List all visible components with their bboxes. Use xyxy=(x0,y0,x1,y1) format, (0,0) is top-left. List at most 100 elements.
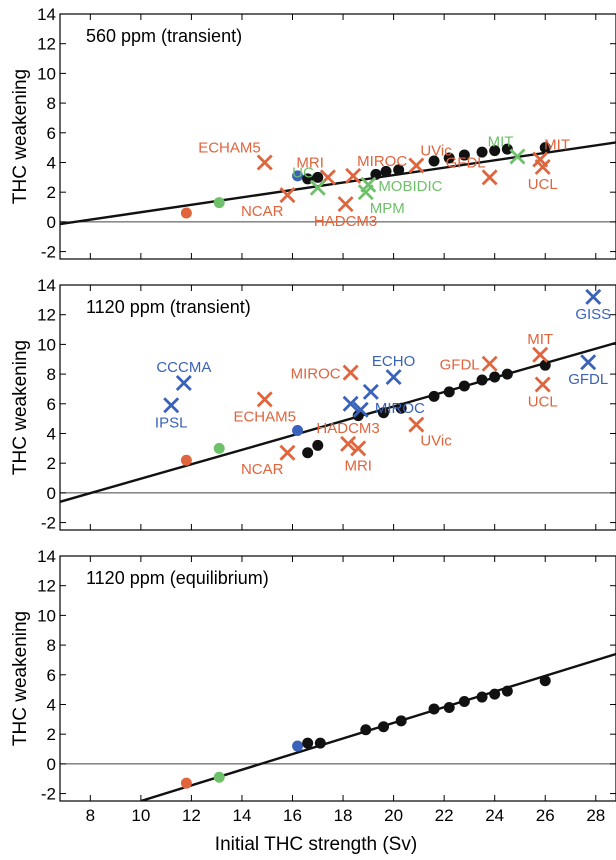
plot-frame xyxy=(59,13,616,260)
cross-marker-orange xyxy=(256,391,273,408)
model-label: HADCM3 xyxy=(314,213,377,230)
plot-area xyxy=(60,288,616,503)
model-label: MIROC xyxy=(375,400,425,417)
y-tick-label: -2 xyxy=(41,243,56,262)
data-point-black xyxy=(489,371,501,383)
y-tick-label: 14 xyxy=(37,547,56,566)
model-label: MIROC xyxy=(291,366,341,383)
y-tick-label: 8 xyxy=(47,636,56,655)
model-label: ECHAM5 xyxy=(198,139,261,156)
plot-frame xyxy=(59,284,616,531)
cross-marker-orange xyxy=(534,376,551,393)
data-point-black xyxy=(312,439,324,451)
data-point-black xyxy=(539,359,551,371)
model-label: CCCMA xyxy=(156,359,211,376)
cross-marker-blue xyxy=(163,397,180,414)
data-point-black xyxy=(458,380,470,392)
cross-marker-green xyxy=(309,179,326,196)
y-tick-label: 6 xyxy=(47,395,56,414)
y-tick-label: 2 xyxy=(47,183,56,202)
y-tick-label: 14 xyxy=(37,276,56,295)
model-label: MIT xyxy=(488,134,514,151)
x-tick-label: 10 xyxy=(131,806,150,825)
data-point-black xyxy=(377,721,389,733)
cross-marker-blue xyxy=(385,369,402,386)
model-label: MPM xyxy=(370,200,405,217)
model-label: GISS xyxy=(575,306,611,323)
y-tick-label: 4 xyxy=(47,695,56,714)
data-point-green xyxy=(213,197,225,209)
y-tick-label: 10 xyxy=(37,64,56,83)
model-label: GFDL xyxy=(568,371,608,388)
cross-marker-orange xyxy=(345,167,362,184)
cross-marker-orange xyxy=(279,444,296,461)
cross-marker-orange xyxy=(534,158,551,175)
cross-marker-orange xyxy=(342,364,359,381)
cross-marker-blue xyxy=(362,383,379,400)
cross-marker-blue xyxy=(175,375,192,391)
data-point-black xyxy=(476,691,488,703)
plot-area xyxy=(60,141,616,226)
cross-marker-green xyxy=(357,184,374,201)
regression-line xyxy=(60,341,616,503)
data-point-black xyxy=(312,171,324,183)
panel-title: 1120 ppm (transient) xyxy=(86,297,251,317)
y-tick-label: 6 xyxy=(47,124,56,143)
data-point-black xyxy=(428,390,440,402)
model-label: MRI xyxy=(344,457,372,474)
data-point-black xyxy=(443,152,455,164)
data-point-black xyxy=(539,675,551,687)
panel-title: 560 ppm (transient) xyxy=(86,26,242,46)
data-point-black xyxy=(501,368,513,380)
data-point-black xyxy=(476,146,488,158)
chart-panel-1: -2 0 2 4 6 8 10 12 14 560 ppm (transient) THC weak… xyxy=(10,5,616,262)
data-point-black xyxy=(501,143,513,155)
y-tick-label: 12 xyxy=(37,577,56,596)
model-label: UVic xyxy=(420,433,452,450)
x-tick-label: 12 xyxy=(182,806,201,825)
x-tick-label: 22 xyxy=(435,806,454,825)
data-point-black xyxy=(476,374,488,386)
model-label: NCAR xyxy=(241,461,284,478)
model-label: GFDL xyxy=(440,357,480,374)
model-label: GFDL xyxy=(446,154,486,171)
data-point-blue xyxy=(292,740,304,752)
data-point-green xyxy=(213,771,225,783)
data-point-black xyxy=(370,168,382,180)
model-label: ECHAM5 xyxy=(233,408,296,425)
cross-marker-orange xyxy=(481,355,498,372)
y-tick-label: 8 xyxy=(47,365,56,384)
data-point-black xyxy=(458,149,470,161)
y-tick-label: 14 xyxy=(37,5,56,24)
data-point-orange xyxy=(180,777,192,789)
cross-marker-blue xyxy=(342,395,359,412)
data-point-orange xyxy=(180,207,192,219)
data-point-black xyxy=(489,145,501,157)
data-point-black xyxy=(314,737,326,749)
cross-marker-orange xyxy=(532,346,549,363)
data-point-black xyxy=(443,386,455,398)
y-tick-label: 0 xyxy=(47,484,56,503)
model-label: MRI xyxy=(296,154,324,171)
panel-title: 1120 ppm (equilibrium) xyxy=(86,568,269,588)
y-axis-label: THC weakening xyxy=(10,340,31,475)
y-tick-label: 10 xyxy=(37,335,56,354)
model-label: IPSL xyxy=(155,414,188,431)
cross-marker-orange xyxy=(340,435,357,452)
y-tick-label: -2 xyxy=(41,785,56,804)
x-tick-label: 18 xyxy=(334,806,353,825)
model-label: ECHO xyxy=(372,353,415,370)
data-point-black xyxy=(377,407,389,419)
model-label: UCL xyxy=(528,393,558,410)
plot-frame xyxy=(59,555,616,802)
data-point-black xyxy=(501,685,513,697)
cross-marker-orange xyxy=(279,187,296,204)
x-tick-label: 16 xyxy=(283,806,302,825)
y-tick-label: 4 xyxy=(47,424,56,443)
data-point-black xyxy=(428,703,440,715)
y-tick-label: 6 xyxy=(47,666,56,685)
model-label: UCL xyxy=(528,176,558,193)
cross-marker-orange xyxy=(350,440,367,457)
chart-panel-2: -2 0 2 4 6 8 10 12 14 1120 ppm (transient) THC wea… xyxy=(10,276,616,533)
